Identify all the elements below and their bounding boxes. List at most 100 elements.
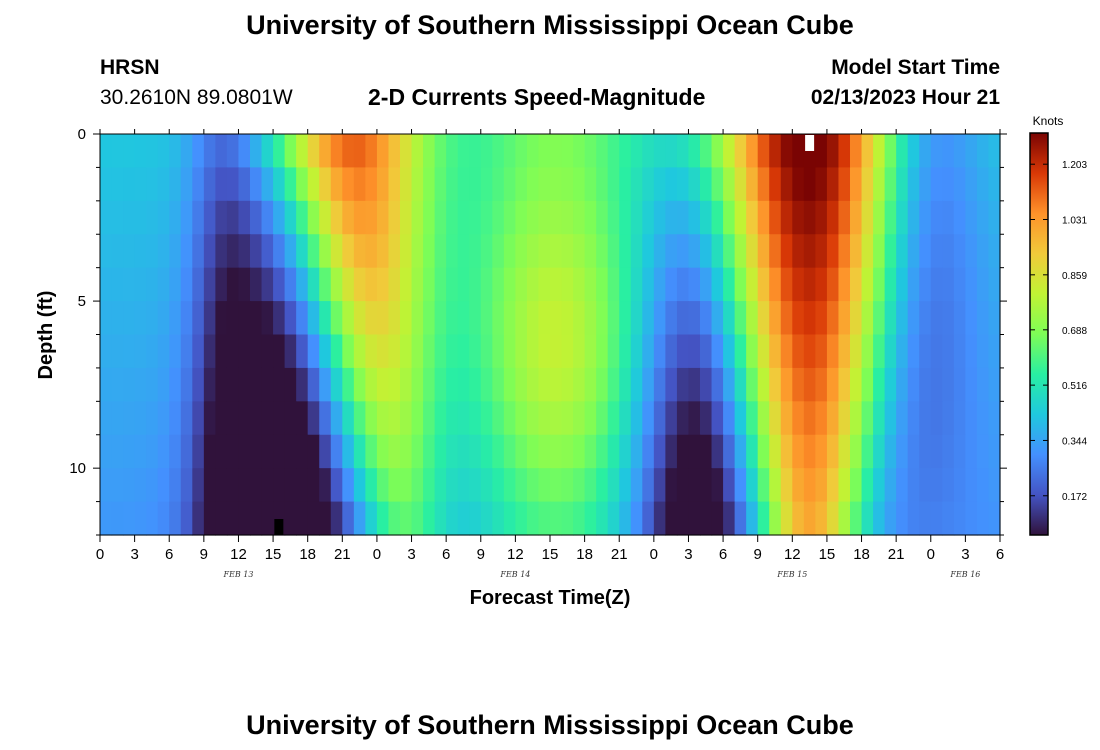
heatmap-cell	[238, 434, 251, 469]
heatmap-cell	[146, 267, 159, 302]
heatmap-cell	[665, 434, 678, 469]
heatmap-cell	[353, 334, 366, 369]
heatmap-cell	[769, 134, 782, 169]
heatmap-cell	[480, 301, 493, 336]
heatmap-cell	[803, 200, 816, 235]
heatmap-cell	[850, 434, 863, 469]
heatmap-cell	[573, 234, 586, 269]
heatmap-cell	[757, 468, 770, 503]
heatmap-cell	[838, 334, 851, 369]
heatmap-cell	[630, 134, 643, 169]
heatmap-cell	[353, 401, 366, 436]
heatmap-cell	[400, 468, 413, 503]
heatmap-cell	[596, 200, 609, 235]
heatmap-cell	[596, 434, 609, 469]
heatmap-cell	[803, 468, 816, 503]
heatmap-cell	[561, 501, 574, 536]
heatmap-cell	[273, 434, 286, 469]
heatmap-cell	[642, 367, 655, 402]
heatmap-cell	[642, 401, 655, 436]
heatmap-cell	[815, 401, 828, 436]
heatmap-cell	[815, 434, 828, 469]
heatmap-cell	[123, 200, 136, 235]
heatmap-cell	[434, 301, 447, 336]
heatmap-cell	[469, 167, 482, 202]
heatmap-cell	[353, 468, 366, 503]
heatmap-cell	[434, 434, 447, 469]
heatmap-cell	[134, 167, 147, 202]
heatmap-cell	[226, 367, 240, 402]
heatmap-cell	[700, 468, 713, 503]
heatmap-cell	[757, 234, 770, 269]
x-tick-label: 3	[407, 546, 415, 563]
heatmap-cell	[250, 501, 263, 536]
heatmap-cell	[365, 401, 378, 436]
heatmap-cell	[838, 200, 851, 235]
heatmap-cell	[596, 401, 609, 436]
heatmap-cell	[203, 401, 216, 436]
heatmap-cell	[930, 501, 943, 536]
heatmap-cell	[538, 167, 551, 202]
heatmap-cell	[111, 367, 124, 402]
heatmap-cell	[550, 367, 563, 402]
heatmap-cell	[492, 167, 505, 202]
heatmap-cell	[192, 167, 205, 202]
heatmap-cell	[515, 200, 528, 235]
heatmap-cell	[319, 167, 332, 202]
heatmap-cell	[319, 134, 332, 169]
heatmap-cell	[976, 501, 990, 536]
heatmap-cell	[134, 267, 147, 302]
heatmap-cell	[873, 167, 886, 202]
heatmap-cell	[780, 434, 793, 469]
heatmap-cell	[180, 134, 193, 169]
x-tick-label: 9	[200, 546, 208, 563]
heatmap-cell	[203, 134, 216, 169]
heatmap-cell	[953, 401, 966, 436]
heatmap-cell	[561, 468, 574, 503]
heatmap-cell	[573, 468, 586, 503]
heatmap-cell	[550, 468, 563, 503]
heatmap-cell	[723, 167, 736, 202]
heatmap-cell	[423, 134, 436, 169]
heatmap-cell	[203, 434, 216, 469]
heatmap-cell	[250, 334, 263, 369]
heatmap-cell	[653, 501, 666, 536]
heatmap-cell	[734, 267, 747, 302]
heatmap-cell	[665, 234, 678, 269]
heatmap-cell	[400, 367, 413, 402]
heatmap-cell	[100, 334, 113, 369]
heatmap-cell	[619, 501, 632, 536]
heatmap-cell	[596, 167, 609, 202]
heatmap-cell	[192, 468, 205, 503]
heatmap-cell	[942, 234, 955, 269]
heatmap-cell	[907, 468, 920, 503]
heatmap-cell	[596, 334, 609, 369]
heatmap-cell	[353, 134, 366, 169]
heatmap-cell	[492, 134, 505, 169]
heatmap-cell	[169, 134, 182, 169]
heatmap-cell	[469, 200, 482, 235]
heatmap-cell	[284, 301, 297, 336]
heatmap-cell	[584, 401, 597, 436]
heatmap-cell	[665, 501, 678, 536]
heatmap-cell	[123, 367, 136, 402]
heatmap-cell	[365, 301, 378, 336]
heatmap-cell	[711, 167, 724, 202]
heatmap-cell	[826, 234, 840, 269]
heatmap-cell	[365, 434, 378, 469]
heatmap-cell	[942, 401, 955, 436]
heatmap-cell	[365, 468, 378, 503]
heatmap-cell	[526, 134, 540, 169]
heatmap-cell	[307, 367, 320, 402]
heatmap-cell	[884, 167, 897, 202]
heatmap-cell	[965, 501, 978, 536]
heatmap-cell	[826, 367, 840, 402]
heatmap-cell	[769, 434, 782, 469]
heatmap-cell	[226, 434, 240, 469]
heatmap-cell	[665, 334, 678, 369]
heatmap-cell	[988, 134, 1001, 169]
heatmap-cell	[815, 367, 828, 402]
heatmap-cell	[746, 401, 759, 436]
heatmap-cell	[215, 334, 228, 369]
heatmap-cell	[296, 367, 309, 402]
